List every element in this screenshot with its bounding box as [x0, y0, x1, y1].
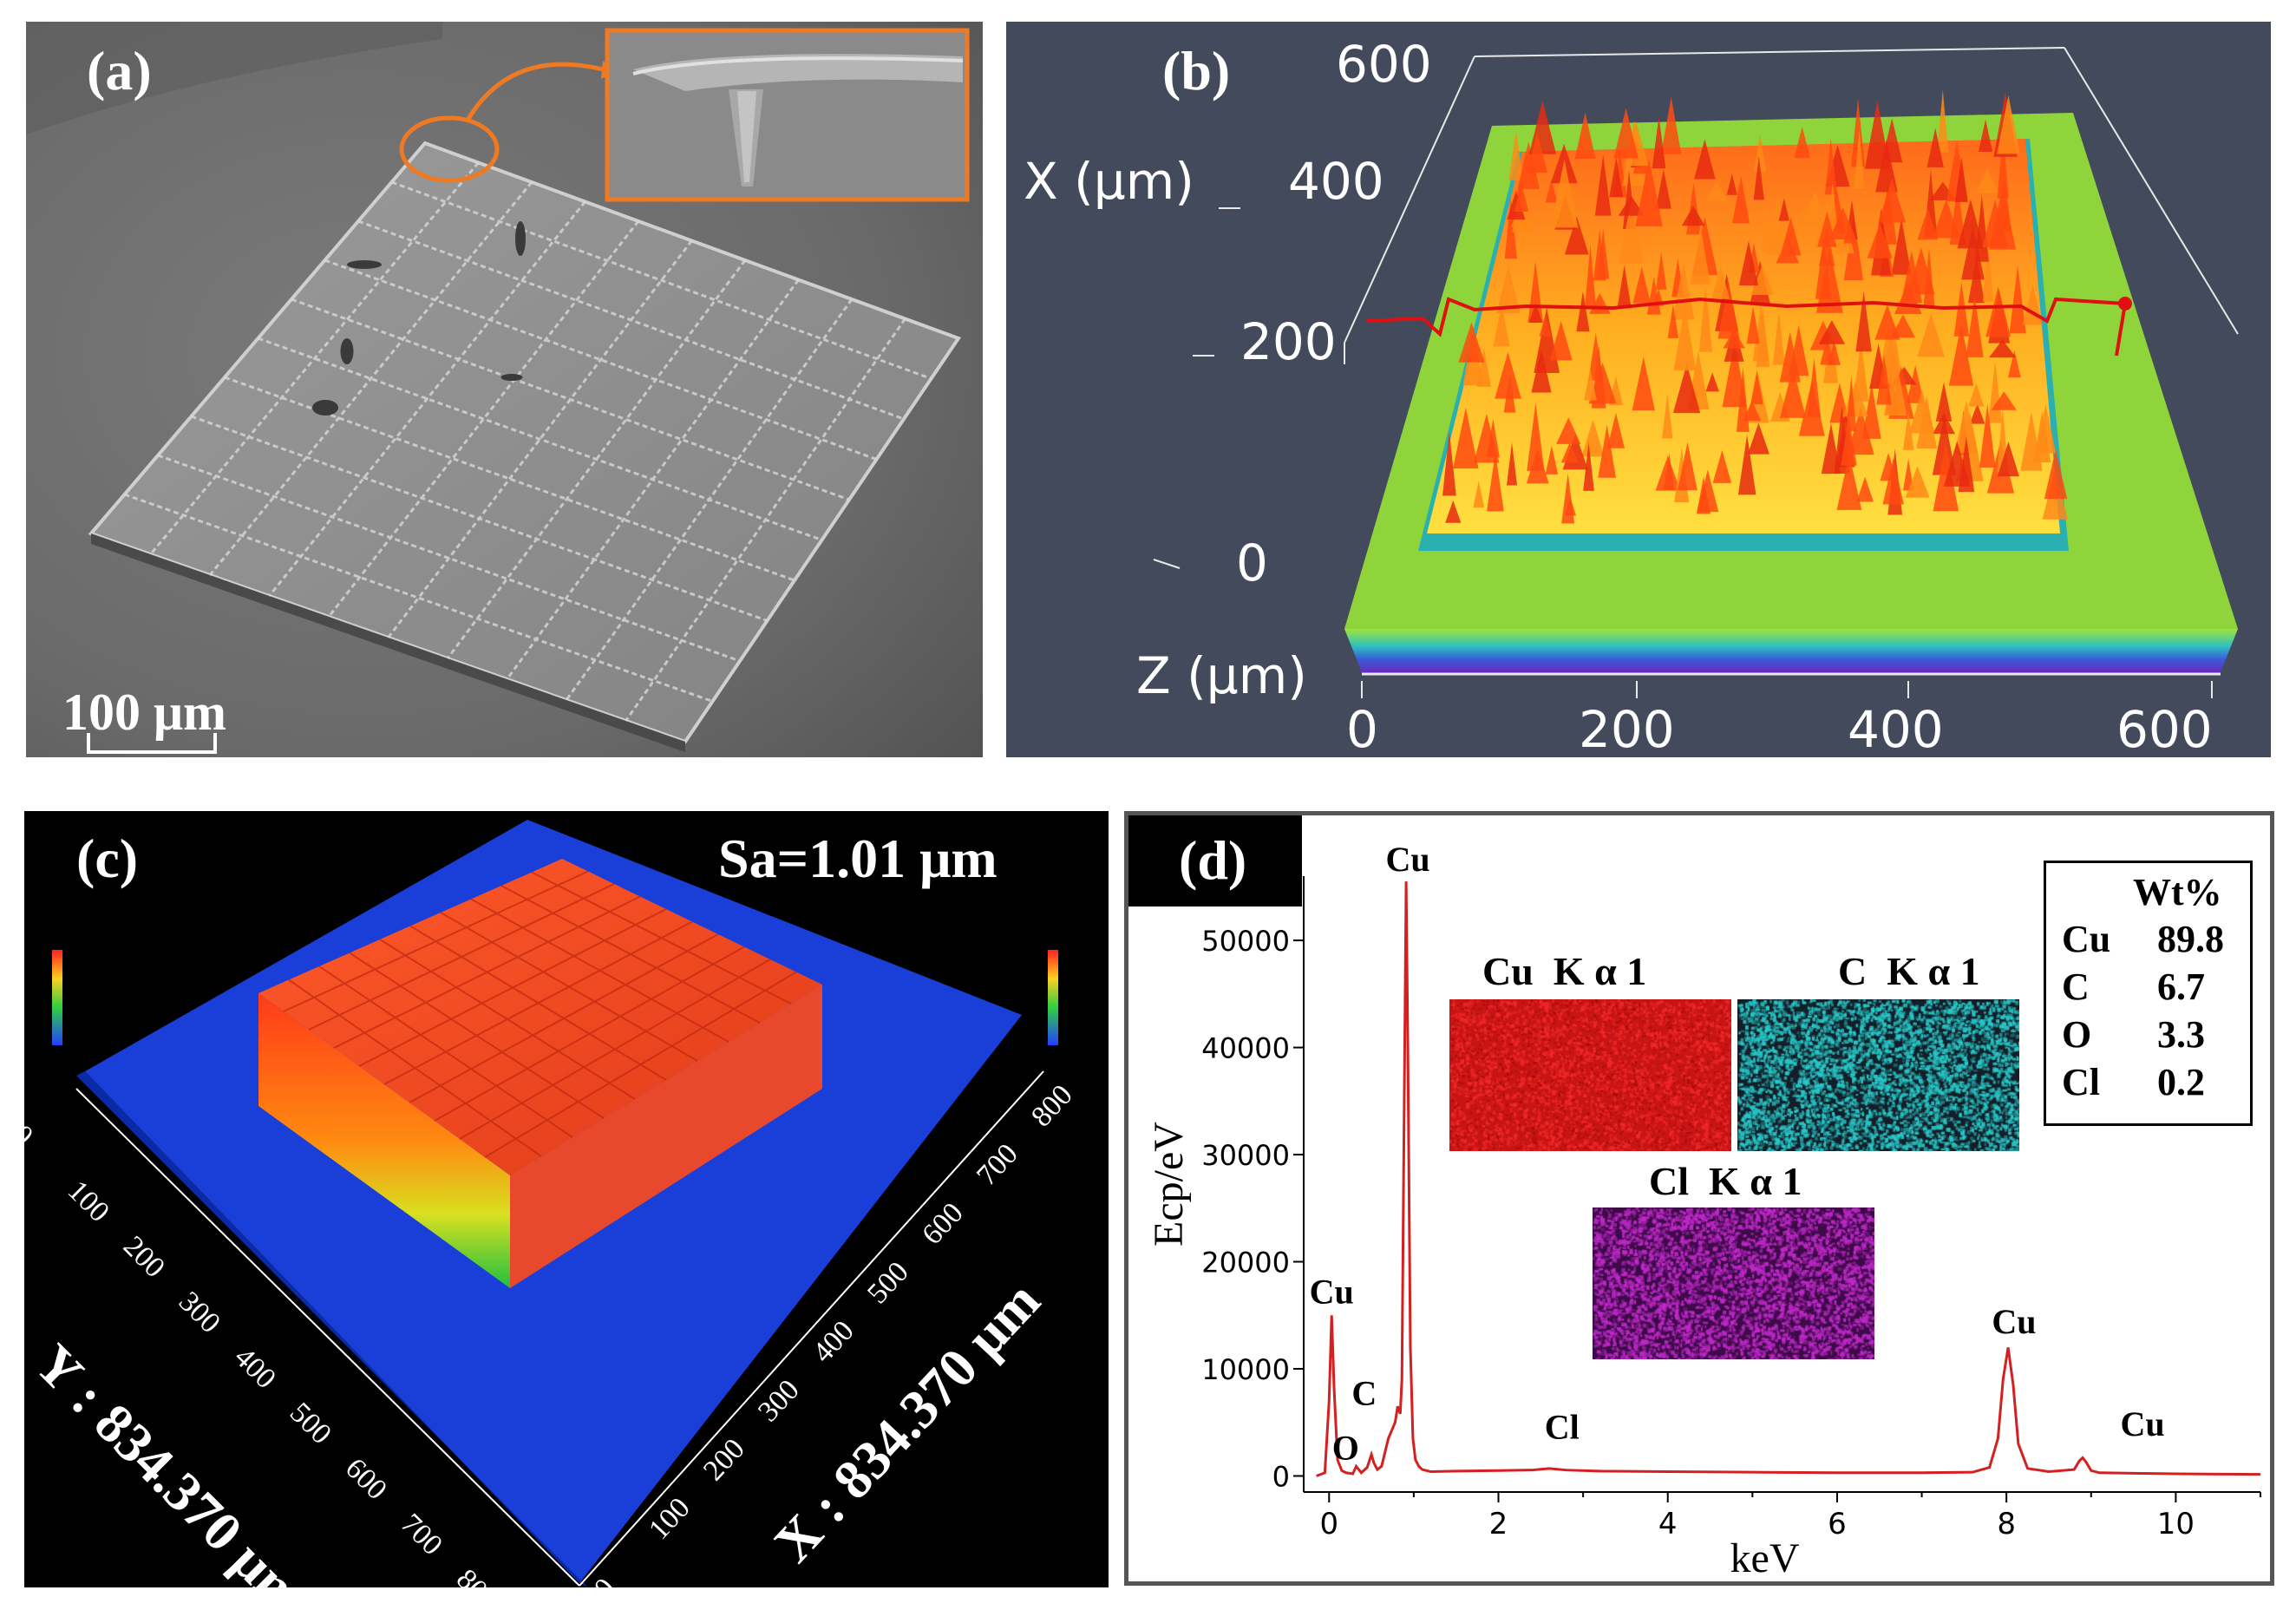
map-title-cl: Cl K α 1	[1649, 1159, 1802, 1203]
panel-b: (b) X (μm) Z (μm) 600 400 200 0 0 200 40…	[1006, 22, 2271, 757]
x-axis-label: keV	[1730, 1535, 1800, 1581]
peak-label: O	[1332, 1429, 1359, 1468]
panel-c-label: (c)	[76, 828, 139, 889]
composition-value: 89.8	[2157, 918, 2224, 960]
x-tick-400: 400	[1288, 152, 1384, 211]
color-bar-right	[1048, 950, 1058, 1045]
y-tick-label: 10000	[1201, 1353, 1290, 1386]
y-tick-label: 0	[1272, 1460, 1290, 1493]
z-axis-title: Z (μm)	[1136, 646, 1307, 705]
peak-label: Cu	[1385, 840, 1429, 879]
y-tick-label: 40000	[1201, 1032, 1290, 1065]
wt-header: Wt%	[2133, 871, 2222, 913]
c-element-map	[1737, 999, 2019, 1151]
x-tick-label: 0	[1319, 1507, 1338, 1541]
color-bar-left	[52, 950, 62, 1045]
sem-inset	[605, 28, 970, 202]
x-tick-label: 4	[1658, 1507, 1678, 1541]
panel-a-label: (a)	[87, 40, 152, 101]
sem-image	[26, 22, 983, 757]
bounding-box	[1344, 47, 2239, 364]
spectrum-line	[1316, 881, 2261, 1477]
map-title-cu: Cu K α 1	[1482, 949, 1647, 993]
composition-value: 3.3	[2157, 1013, 2205, 1056]
bottom-tick-600: 600	[2116, 700, 2213, 757]
bottom-tick-0: 0	[1346, 700, 1378, 757]
x-tick-label: 10	[2157, 1507, 2195, 1541]
composition-element: Cl	[2062, 1061, 2100, 1103]
panel-c: (c) Sa=1.01 μm 0100200300400500600700800…	[24, 811, 1109, 1587]
composition-value: 0.2	[2157, 1061, 2205, 1103]
profile-3d	[1153, 47, 2239, 698]
peak-label: C	[1351, 1373, 1377, 1412]
cl-element-map	[1593, 1208, 1874, 1359]
map-title-c: C K α 1	[1838, 949, 1980, 993]
panel-b-label: (b)	[1162, 40, 1231, 101]
peak-label: Cu	[2120, 1404, 2164, 1443]
composition-value: 6.7	[2157, 965, 2205, 1008]
y-axis-label: Ecp/eV	[1146, 1122, 1192, 1247]
microstructure-array	[88, 141, 962, 752]
composition-table: Wt% Cu 89.8 C 6.7 O 3.3 Cl 0.2	[2044, 861, 2253, 1126]
bottom-tick-200: 200	[1579, 700, 1675, 757]
x-tick-label: 6	[1828, 1507, 1847, 1541]
peak-label: Cu	[1310, 1272, 1354, 1311]
callout-circle	[399, 115, 500, 183]
panel-a: (a) 100 μm	[26, 22, 983, 757]
x-axis-title: X (μm)	[1024, 152, 1194, 211]
x-tick-600: 600	[1336, 35, 1432, 94]
composition-element: O	[2062, 1013, 2092, 1056]
scale-bar-label: 100 μm	[62, 684, 226, 741]
y-tick-label: 20000	[1201, 1247, 1290, 1279]
topography-3d	[52, 820, 1058, 1587]
x-tick-200: 200	[1240, 312, 1337, 371]
cu-element-map	[1449, 999, 1731, 1151]
x-tick-label: 8	[1997, 1507, 2016, 1541]
panel-d: (d) 0 2 4 6 8 10 0 10000 20000 30000 40000 50000 keV…	[1124, 811, 2274, 1586]
x-tick-0: 0	[1236, 533, 1268, 592]
peak-label: Cl	[1545, 1408, 1580, 1447]
scale-bar	[87, 750, 217, 754]
profile-line	[1365, 297, 2126, 337]
sa-value: Sa=1.01 μm	[718, 828, 998, 889]
peak-label: Cu	[1992, 1302, 2036, 1341]
composition-element: Cu	[2062, 918, 2111, 960]
panel-d-label-box: (d)	[1128, 815, 1302, 906]
y-tick-label: 30000	[1201, 1139, 1290, 1172]
panel-d-label: (d)	[1179, 829, 1247, 891]
eds-spectrum-chart: 0 2 4 6 8 10 0 10000 20000 30000 40000 50000 keV Ecp/…	[1146, 840, 2261, 1581]
bottom-tick-400: 400	[1848, 700, 1944, 757]
y-tick-label: 50000	[1201, 925, 1290, 958]
x-tick-label: 2	[1489, 1507, 1508, 1541]
raised-block	[258, 859, 822, 1175]
composition-element: C	[2062, 965, 2090, 1008]
